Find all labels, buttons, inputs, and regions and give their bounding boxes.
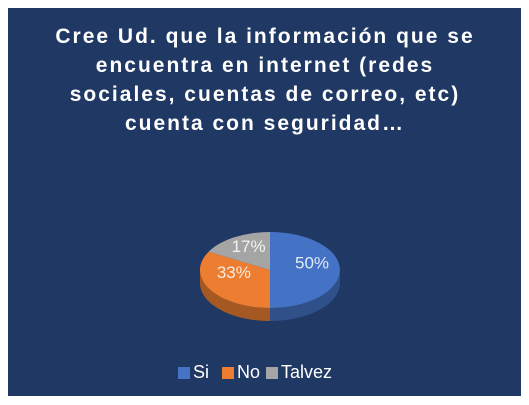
legend-swatch [178,367,190,379]
legend-swatch [222,367,234,379]
legend-label: Si [193,362,209,382]
pie-slice [208,232,270,270]
pie-slice [200,251,270,308]
legend-swatch [266,367,278,379]
pie-slice-side [270,270,340,321]
chart-area [8,8,521,396]
data-label: 33% [217,263,251,282]
data-label: 17% [232,237,266,256]
pie-slice-side [200,270,270,321]
chart-title: Cree Ud. que la información que se encue… [55,25,475,135]
data-label: 50% [295,253,329,272]
legend-label: Talvez [281,362,332,382]
legend-label: No [237,362,260,382]
pie-slice [270,232,340,308]
